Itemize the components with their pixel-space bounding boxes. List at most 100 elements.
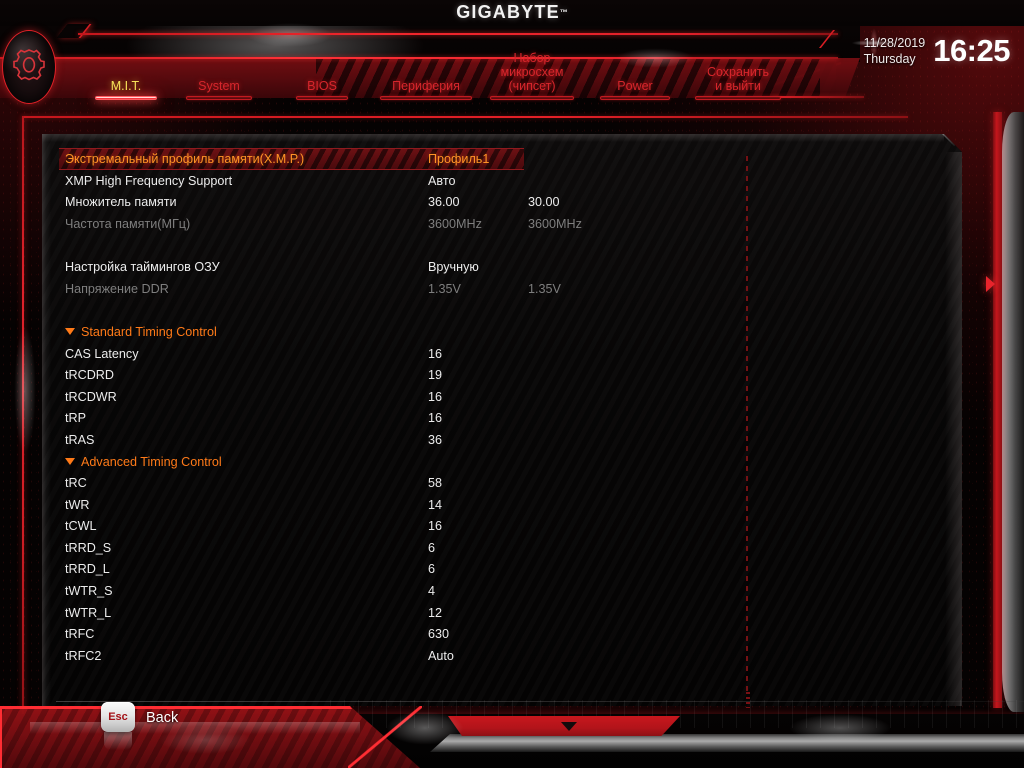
tab-2[interactable]: System — [186, 79, 252, 100]
settings-row[interactable]: tRRD_L 6 — [59, 559, 729, 581]
panel-hatch-texture — [42, 134, 962, 706]
trademark-symbol: ™ — [559, 8, 568, 17]
tab-underline — [296, 96, 348, 100]
settings-section-header[interactable]: Advanced Timing Control — [59, 451, 729, 473]
settings-panel: Экстремальный профиль памяти(X.M.P.) Проф… — [42, 134, 962, 706]
settings-row[interactable]: tRCDRD 19 — [59, 364, 729, 386]
settings-row[interactable]: tWTR_L 12 — [59, 602, 729, 624]
settings-row[interactable]: XMP High Frequency Support Авто — [59, 170, 729, 192]
scroll-down-arrow-icon[interactable] — [561, 722, 577, 731]
tab-underline — [95, 96, 157, 100]
setting-label: tRAS — [65, 432, 95, 447]
tab-1[interactable]: M.I.T. — [95, 79, 157, 100]
tab-7[interactable]: Сохранить и выйти — [695, 65, 781, 100]
footer-glow-a — [140, 720, 270, 760]
tab-label: Power — [617, 79, 653, 93]
back-label[interactable]: Back — [146, 710, 179, 726]
tab-label: BIOS — [307, 79, 337, 93]
tab-label: M.I.T. — [110, 79, 142, 93]
esc-key-button[interactable]: Esc — [101, 702, 135, 732]
setting-label: Напряжение DDR — [65, 281, 169, 296]
setting-value-primary[interactable]: 36.00 — [428, 195, 460, 210]
frame-left-border — [22, 116, 24, 716]
setting-value-primary[interactable]: 19 — [428, 368, 443, 383]
setting-value-primary[interactable]: 6 — [428, 562, 436, 577]
settings-row[interactable]: tRP 16 — [59, 408, 729, 430]
tab-underline — [380, 96, 472, 100]
panel-bevel-right — [938, 152, 962, 706]
setting-value-primary[interactable]: 16 — [428, 411, 443, 426]
setting-label: tWTR_S — [65, 584, 113, 599]
setting-value-secondary: 1.35V — [528, 281, 561, 296]
gear-badge-ellipse — [2, 30, 56, 104]
setting-value-primary[interactable]: 58 — [428, 476, 443, 491]
settings-row[interactable]: Множитель памяти 36.00 30.00 — [59, 192, 729, 214]
frame-left-glow — [8, 300, 42, 480]
setting-label: tRP — [65, 411, 86, 426]
tab-label: Сохранить и выйти — [706, 65, 770, 93]
setting-label: Advanced Timing Control — [81, 454, 222, 469]
setting-value-secondary[interactable]: 30.00 — [528, 195, 560, 210]
setting-value-primary[interactable]: 16 — [428, 519, 443, 534]
bios-gear-badge[interactable] — [2, 30, 56, 104]
setting-value-primary[interactable]: 4 — [428, 584, 436, 599]
tab-4[interactable]: Периферия — [380, 79, 472, 100]
time-value: 16:25 — [933, 33, 1010, 68]
setting-label: Частота памяти(МГц) — [65, 216, 191, 231]
tab-label: System — [198, 79, 240, 93]
setting-value-primary[interactable]: 36 — [428, 432, 443, 447]
setting-value-primary[interactable]: 12 — [428, 605, 443, 620]
brand-wordmark: GIGABYTE — [456, 2, 560, 22]
footer-dot-marker — [746, 692, 750, 708]
gear-icon — [13, 49, 45, 81]
setting-label: tRRD_S — [65, 540, 112, 555]
settings-row[interactable]: tRFC2 Auto — [59, 645, 729, 667]
settings-row[interactable]: tCWL 16 — [59, 516, 729, 538]
settings-section-header[interactable]: Standard Timing Control — [59, 321, 729, 343]
panel-bevel-top — [42, 134, 944, 142]
settings-row[interactable]: tWTR_S 4 — [59, 580, 729, 602]
setting-value-primary[interactable]: Вручную — [428, 260, 479, 275]
settings-row[interactable]: tRAS 36 — [59, 429, 729, 451]
footer-chrome-rail — [430, 734, 1024, 752]
footer-glow-c — [760, 708, 920, 748]
setting-value-primary[interactable]: 14 — [428, 497, 443, 512]
settings-row-selected[interactable]: Экстремальный профиль памяти(X.M.P.) Проф… — [59, 148, 524, 170]
chevron-down-icon — [65, 328, 75, 335]
setting-value-primary[interactable]: 16 — [428, 389, 443, 404]
setting-label: tCWL — [65, 519, 97, 534]
header-glow-right — [600, 44, 710, 72]
setting-label: tWTR_L — [65, 605, 112, 620]
settings-row[interactable]: tWR 14 — [59, 494, 729, 516]
setting-value-primary[interactable]: 16 — [428, 346, 443, 361]
header-glow-left — [230, 18, 350, 52]
settings-row[interactable]: CAS Latency 16 — [59, 343, 729, 365]
setting-value-primary[interactable]: 630 — [428, 627, 450, 642]
settings-row[interactable]: tRC 58 — [59, 472, 729, 494]
setting-value-primary[interactable]: Auto — [428, 648, 454, 663]
footer-shelf: Esc Back — [0, 692, 1024, 768]
settings-row[interactable]: Частота памяти(МГц) 3600MHz 3600MHz — [59, 213, 729, 235]
esc-key-reflection — [104, 732, 132, 750]
tab-5[interactable]: Набор микросхем (чипсет) — [490, 51, 574, 100]
setting-label: CAS Latency — [65, 346, 139, 361]
frame-top-border — [22, 116, 908, 118]
setting-value-primary[interactable]: Профиль1 — [428, 152, 490, 166]
setting-label: Standard Timing Control — [81, 324, 217, 339]
setting-label: tWR — [65, 497, 90, 512]
tab-3[interactable]: BIOS — [296, 79, 348, 100]
settings-spacer — [59, 235, 729, 257]
settings-row[interactable]: Напряжение DDR 1.35V 1.35V — [59, 278, 729, 300]
settings-row[interactable]: tRRD_S 6 — [59, 537, 729, 559]
right-arrow-icon[interactable] — [986, 276, 995, 292]
chevron-down-icon — [65, 458, 75, 465]
settings-row[interactable]: tRFC 630 — [59, 623, 729, 645]
tab-underline — [490, 96, 574, 100]
settings-row[interactable]: tRCDWR 16 — [59, 386, 729, 408]
setting-value-primary: 1.35V — [428, 281, 461, 296]
settings-row[interactable]: Настройка таймингов ОЗУ Вручную — [59, 256, 729, 278]
setting-value-primary[interactable]: Авто — [428, 173, 456, 188]
panel-vertical-divider — [746, 156, 748, 692]
setting-value-primary[interactable]: 6 — [428, 540, 436, 555]
tab-6[interactable]: Power — [600, 79, 670, 100]
